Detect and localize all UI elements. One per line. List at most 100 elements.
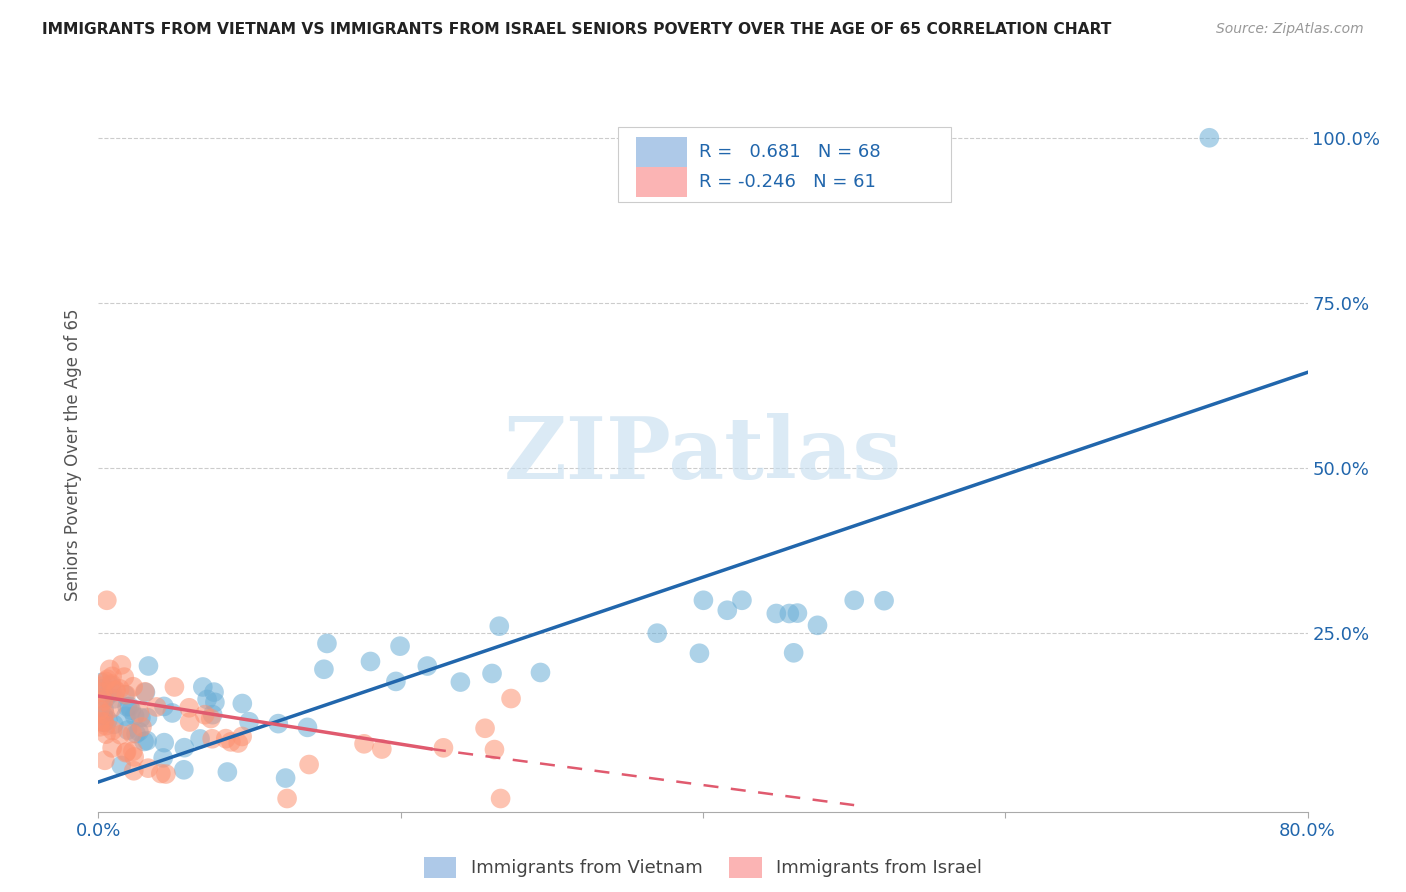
Point: [94, 674, 117, 689]
Point: [101, 669, 124, 683]
Point: [91, 708, 114, 723]
Point: [118, 699, 141, 714]
Point: [115, 688, 138, 702]
Point: [97, 713, 120, 727]
Point: [103, 717, 125, 731]
Point: [100, 677, 122, 691]
Point: [93, 703, 115, 717]
Point: [416, 659, 439, 673]
Point: [122, 744, 145, 758]
Point: [267, 716, 290, 731]
Text: IMMIGRANTS FROM VIETNAM VS IMMIGRANTS FROM ISRAEL SENIORS POVERTY OVER THE AGE O: IMMIGRANTS FROM VIETNAM VS IMMIGRANTS FR…: [42, 22, 1112, 37]
Point: [131, 720, 153, 734]
Point: [110, 758, 132, 772]
Point: [91, 681, 114, 696]
Point: [100, 678, 122, 692]
Point: [692, 593, 714, 607]
Point: [101, 740, 124, 755]
Point: [489, 791, 512, 805]
Point: [94, 690, 117, 705]
Point: [124, 709, 146, 723]
Point: [110, 657, 132, 672]
Point: [91, 685, 114, 699]
Point: [89, 714, 111, 729]
FancyBboxPatch shape: [619, 127, 950, 202]
Point: [129, 711, 152, 725]
Point: [120, 703, 142, 717]
Point: [173, 763, 195, 777]
Point: [488, 619, 510, 633]
Point: [873, 593, 896, 607]
Point: [173, 740, 195, 755]
Point: [201, 707, 224, 722]
Point: [844, 593, 866, 607]
Point: [499, 691, 522, 706]
Point: [782, 646, 804, 660]
FancyBboxPatch shape: [637, 136, 688, 167]
Point: [149, 766, 172, 780]
Point: [155, 767, 177, 781]
Point: [122, 680, 145, 694]
FancyBboxPatch shape: [637, 167, 688, 196]
Point: [98, 662, 121, 676]
Text: ZIPatlas: ZIPatlas: [503, 413, 903, 497]
Point: [90, 679, 112, 693]
Point: [122, 764, 145, 778]
Y-axis label: Seniors Poverty Over the Age of 65: Seniors Poverty Over the Age of 65: [65, 309, 83, 601]
Point: [114, 688, 136, 702]
Point: [786, 606, 808, 620]
Point: [94, 727, 117, 741]
Point: [432, 740, 454, 755]
Point: [115, 709, 138, 723]
Point: [202, 685, 225, 699]
Point: [89, 720, 111, 734]
Legend: Immigrants from Vietnam, Immigrants from Israel: Immigrants from Vietnam, Immigrants from…: [416, 849, 990, 885]
Point: [231, 697, 253, 711]
Point: [179, 714, 201, 729]
Point: [806, 618, 828, 632]
Point: [108, 681, 131, 696]
Point: [1198, 130, 1220, 145]
Point: [136, 710, 159, 724]
Point: [121, 727, 143, 741]
Point: [200, 712, 222, 726]
Point: [91, 694, 114, 708]
Point: [371, 742, 394, 756]
Point: [101, 686, 124, 700]
Point: [125, 726, 148, 740]
Point: [274, 771, 297, 785]
Point: [105, 684, 128, 698]
Point: [765, 607, 787, 621]
Point: [93, 714, 115, 729]
Point: [134, 685, 156, 699]
Point: [298, 757, 321, 772]
Point: [101, 723, 124, 738]
Point: [134, 685, 156, 699]
Point: [179, 700, 201, 714]
Point: [474, 721, 496, 735]
Point: [128, 706, 150, 720]
Point: [117, 723, 139, 737]
Point: [731, 593, 754, 607]
Point: [484, 742, 506, 756]
Point: [449, 675, 471, 690]
Point: [90, 691, 112, 706]
Point: [201, 731, 224, 746]
Point: [94, 753, 117, 767]
Point: [96, 672, 118, 686]
Text: R =   0.681   N = 68: R = 0.681 N = 68: [699, 143, 882, 161]
Point: [153, 736, 176, 750]
Point: [153, 699, 176, 714]
Point: [114, 746, 136, 760]
Point: [94, 719, 117, 733]
Point: [160, 706, 183, 720]
Point: [226, 736, 249, 750]
Point: [152, 751, 174, 765]
Point: [276, 791, 298, 805]
Point: [389, 639, 412, 653]
Point: [96, 593, 118, 607]
Point: [645, 626, 668, 640]
Point: [94, 707, 117, 722]
Point: [136, 733, 159, 747]
Point: [529, 665, 551, 680]
